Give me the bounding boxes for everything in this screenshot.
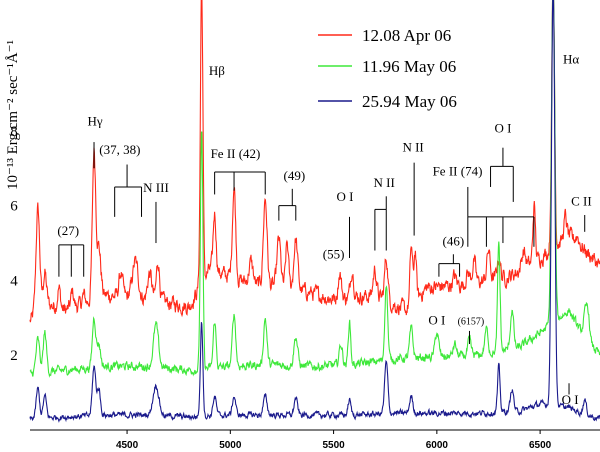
line-label: O I: [336, 189, 353, 204]
series-line-2: [29, 0, 600, 378]
line-label: N III: [143, 180, 169, 195]
legend: 12.08 Apr 06 11.96 May 06 25.94 May 06: [318, 26, 457, 111]
series-lines: [29, 0, 600, 423]
y-tick-label: 6: [10, 199, 18, 215]
axes: 4500 5000 5500 6000 6500 2 4 6 8: [10, 124, 600, 451]
line-label: (49): [284, 168, 306, 183]
legend-label-1: 12.08 Apr 06: [362, 26, 451, 45]
x-tick-label: 6500: [529, 440, 552, 451]
x-tick-label: 6000: [426, 440, 449, 451]
y-axis-label: 10⁻¹³ Erg cm⁻² sec⁻¹Å⁻¹: [5, 40, 21, 190]
x-tick-label: 5500: [322, 440, 345, 451]
legend-label-2: 11.96 May 06: [362, 57, 456, 76]
legend-label-3: 25.94 May 06: [362, 92, 457, 111]
line-label: N II: [374, 175, 395, 190]
line-label: Fe II (74): [433, 164, 483, 179]
series-line-1: [29, 0, 600, 323]
plot-area: [30, 0, 600, 430]
line-label: C II: [571, 194, 592, 209]
line-label: Hγ: [87, 113, 102, 128]
y-tick-label: 4: [10, 273, 18, 289]
line-label: Hα: [563, 52, 579, 67]
x-tick-label: 4500: [116, 440, 139, 451]
line-label: (55): [323, 247, 345, 262]
line-id-labels: Hγ (27) (37, 38) N III Hβ Fe II (42) (49) (55) O…: [57, 52, 591, 407]
line-label: Hβ: [209, 63, 225, 78]
x-tick-label: 5000: [219, 440, 242, 451]
line-label: O I: [494, 121, 511, 136]
line-label: N II: [402, 139, 423, 154]
line-label: (37, 38): [99, 142, 140, 157]
line-label: O I: [562, 392, 579, 407]
line-label: O I: [428, 313, 445, 328]
line-label: (27): [57, 223, 79, 238]
line-id-markers: [58, 142, 586, 395]
y-tick-label: 8: [10, 124, 18, 140]
series-line-3: [29, 0, 600, 423]
line-label: Fe II (42): [211, 146, 261, 161]
plot-background: [30, 0, 600, 430]
line-label: (6157): [458, 317, 485, 328]
y-tick-label: 2: [10, 348, 18, 364]
line-label: (46): [443, 234, 465, 249]
